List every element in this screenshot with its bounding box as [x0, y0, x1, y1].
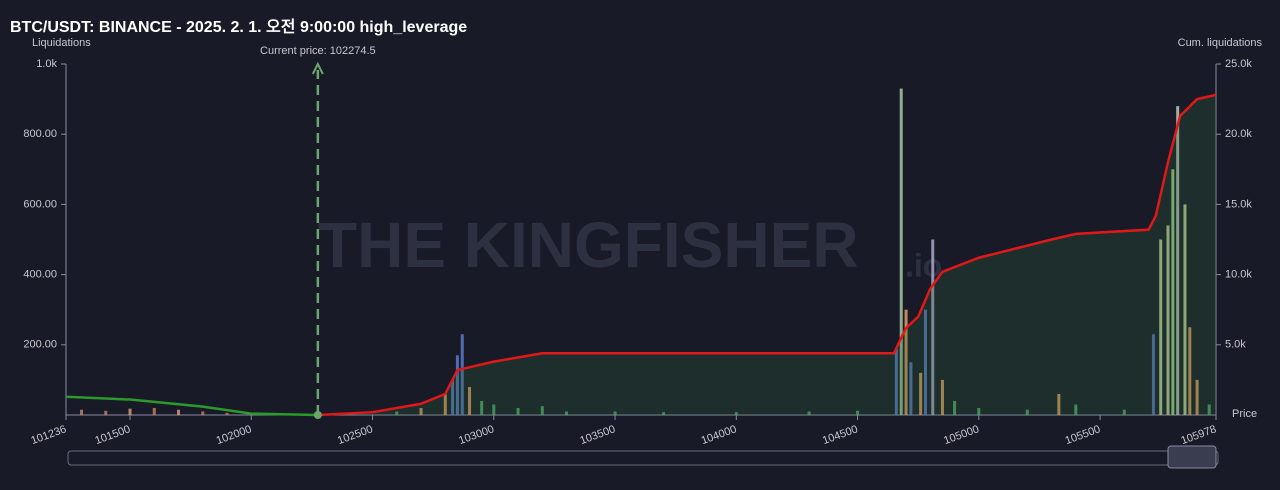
line — [317, 93, 1217, 417]
y2-tick-label: 20.0k — [1225, 128, 1252, 140]
bar — [1074, 404, 1078, 415]
bar — [931, 239, 935, 415]
bar — [1207, 404, 1211, 415]
bar — [419, 407, 423, 415]
bar — [395, 411, 399, 415]
bar — [662, 412, 666, 415]
bar — [940, 379, 944, 415]
bar — [899, 88, 903, 415]
y-tick-label: 800.00 — [23, 128, 57, 140]
y-tick-label: 400.00 — [23, 269, 57, 281]
bar — [80, 409, 84, 415]
bar — [455, 355, 459, 415]
y-axis-label: Liquidations — [32, 37, 91, 49]
bar — [1151, 334, 1155, 415]
y2-tick-label: 10.0k — [1225, 269, 1252, 281]
bar — [894, 348, 898, 415]
bar — [516, 407, 520, 415]
bar — [909, 362, 913, 415]
bar — [225, 412, 229, 415]
bar — [1188, 327, 1192, 415]
watermark-suffix: .io — [905, 247, 942, 283]
y-tick-label: 1.0k — [36, 58, 57, 70]
chart-title: BTC/USDT: BINANCE - 2025. 2. 1. 오전 9:00:… — [10, 18, 467, 36]
scroll-handle[interactable] — [1167, 445, 1217, 469]
bar — [565, 411, 569, 415]
bar — [1183, 204, 1187, 415]
bar — [977, 407, 981, 415]
line — [65, 395, 318, 417]
bar — [1176, 106, 1180, 416]
bar — [1025, 409, 1029, 415]
bar — [1166, 225, 1170, 415]
bar — [807, 411, 811, 415]
y2-tick-label: 15.0k — [1225, 198, 1252, 210]
bar — [1159, 239, 1163, 415]
bar — [540, 406, 544, 415]
bar — [1122, 409, 1126, 415]
current-price-dot — [313, 411, 322, 419]
current-price-arrow — [311, 61, 324, 75]
bar — [468, 386, 472, 415]
y2-axis-label: Cum. liquidations — [1178, 37, 1263, 49]
bar — [904, 309, 908, 415]
y2-tick-label: 5.0k — [1225, 339, 1246, 351]
x-axis-label: Price — [1232, 408, 1257, 420]
bar — [177, 409, 181, 415]
bar — [953, 400, 957, 415]
bar — [1171, 169, 1175, 415]
bar — [480, 400, 484, 415]
bar — [1195, 379, 1199, 415]
y2-tick-label: 25.0k — [1225, 58, 1252, 70]
bar — [128, 408, 132, 415]
bar — [919, 372, 923, 415]
bar — [152, 407, 156, 415]
bar — [856, 410, 860, 415]
bar — [443, 393, 447, 415]
scrollbar[interactable] — [67, 450, 1219, 466]
area — [317, 94, 1216, 415]
bar — [492, 404, 496, 415]
bar — [460, 334, 464, 415]
bar — [104, 410, 108, 415]
bar — [201, 411, 205, 415]
bar — [1057, 393, 1061, 415]
bar — [451, 379, 455, 415]
y-tick-label: 600.00 — [23, 198, 57, 210]
watermark: THE KINGFISHER — [318, 209, 858, 281]
bar — [734, 412, 738, 415]
bar — [613, 411, 617, 415]
bar — [923, 309, 927, 415]
y-tick-label: 200.00 — [23, 339, 57, 351]
current-price-label: Current price: 102274.5 — [260, 45, 376, 57]
